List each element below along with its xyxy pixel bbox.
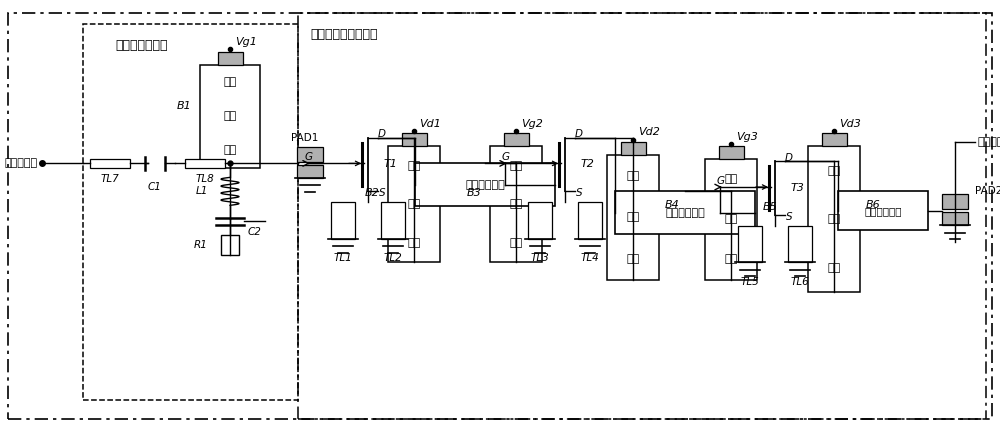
- Text: 级间匹配电路: 级间匹配电路: [665, 208, 705, 218]
- Text: Vd2: Vd2: [638, 127, 660, 138]
- FancyBboxPatch shape: [607, 155, 659, 280]
- Text: S: S: [786, 212, 792, 222]
- Text: 电路: 电路: [407, 238, 421, 248]
- Text: 偏置: 偏置: [827, 214, 841, 224]
- Text: TL4: TL4: [581, 253, 599, 263]
- FancyBboxPatch shape: [808, 146, 860, 292]
- FancyBboxPatch shape: [490, 146, 542, 262]
- FancyBboxPatch shape: [788, 226, 812, 262]
- Text: T3: T3: [791, 183, 805, 193]
- Text: 栅极: 栅极: [509, 160, 523, 171]
- Text: PAD2: PAD2: [975, 186, 1000, 197]
- Text: 电路: 电路: [827, 263, 841, 273]
- Text: TL3: TL3: [531, 253, 549, 263]
- Text: 电路: 电路: [626, 254, 640, 264]
- Text: 栅极: 栅极: [223, 77, 237, 87]
- FancyBboxPatch shape: [297, 147, 323, 162]
- Text: TL5: TL5: [741, 276, 759, 287]
- Text: 级间匹配电路: 级间匹配电路: [465, 180, 505, 190]
- Text: Vd3: Vd3: [839, 119, 861, 129]
- Text: TL8: TL8: [196, 174, 214, 184]
- FancyBboxPatch shape: [388, 146, 440, 262]
- Text: 电路: 电路: [724, 255, 738, 264]
- Text: G: G: [717, 175, 725, 186]
- Text: T2: T2: [581, 160, 595, 169]
- FancyBboxPatch shape: [402, 133, 427, 146]
- Text: L1: L1: [196, 186, 208, 197]
- FancyBboxPatch shape: [200, 64, 260, 168]
- Text: 信号输出端: 信号输出端: [978, 137, 1000, 147]
- Text: 漏极: 漏极: [407, 160, 421, 171]
- Text: G: G: [305, 152, 313, 162]
- FancyBboxPatch shape: [415, 163, 555, 206]
- Bar: [298, 13, 986, 419]
- Text: Vg3: Vg3: [736, 132, 758, 142]
- FancyBboxPatch shape: [822, 133, 847, 146]
- FancyBboxPatch shape: [185, 159, 225, 168]
- Text: R1: R1: [194, 240, 208, 250]
- Text: B6: B6: [866, 200, 880, 210]
- FancyBboxPatch shape: [504, 133, 529, 146]
- Text: 信号输入端: 信号输入端: [5, 158, 38, 169]
- FancyBboxPatch shape: [218, 52, 242, 64]
- Text: 偏置: 偏置: [626, 212, 640, 222]
- Text: 偏置: 偏置: [407, 199, 421, 209]
- Text: D: D: [378, 129, 386, 139]
- Text: 电路: 电路: [509, 238, 523, 248]
- FancyBboxPatch shape: [838, 191, 928, 230]
- Text: B3: B3: [467, 187, 481, 198]
- FancyBboxPatch shape: [705, 159, 757, 280]
- Text: S: S: [576, 188, 582, 199]
- Text: 偏置: 偏置: [724, 214, 738, 224]
- Text: 输出匹配电路: 输出匹配电路: [864, 206, 902, 216]
- Text: TL2: TL2: [384, 253, 402, 263]
- FancyBboxPatch shape: [738, 226, 762, 262]
- FancyBboxPatch shape: [718, 146, 744, 159]
- FancyBboxPatch shape: [90, 159, 130, 168]
- FancyBboxPatch shape: [620, 142, 646, 155]
- Text: 漏极: 漏极: [626, 171, 640, 181]
- FancyBboxPatch shape: [942, 212, 968, 225]
- FancyBboxPatch shape: [297, 165, 323, 178]
- Text: 电路: 电路: [223, 145, 237, 156]
- Text: S: S: [379, 188, 385, 199]
- Text: TL1: TL1: [334, 253, 352, 263]
- FancyBboxPatch shape: [578, 202, 602, 239]
- Text: Vg1: Vg1: [235, 37, 257, 47]
- Text: B4: B4: [665, 200, 679, 210]
- Text: TL6: TL6: [791, 276, 809, 287]
- FancyBboxPatch shape: [331, 202, 355, 239]
- Text: 单片低噪声放大电路: 单片低噪声放大电路: [310, 28, 378, 41]
- Text: Vd1: Vd1: [419, 119, 441, 129]
- Text: D: D: [575, 129, 583, 139]
- FancyBboxPatch shape: [615, 191, 755, 234]
- FancyBboxPatch shape: [528, 202, 552, 239]
- Text: B2: B2: [365, 187, 379, 198]
- Text: T1: T1: [384, 160, 398, 169]
- Text: B1: B1: [177, 101, 191, 111]
- FancyBboxPatch shape: [221, 236, 239, 255]
- FancyBboxPatch shape: [381, 202, 405, 239]
- Text: 偏置: 偏置: [509, 199, 523, 209]
- FancyBboxPatch shape: [942, 194, 968, 209]
- Text: PAD1: PAD1: [291, 132, 319, 143]
- Text: D: D: [785, 153, 793, 163]
- Text: 输入端匹配电路: 输入端匹配电路: [115, 39, 168, 52]
- Text: 栅极: 栅极: [724, 174, 738, 184]
- Text: G: G: [502, 152, 510, 162]
- Text: TL7: TL7: [101, 174, 119, 184]
- Text: B5: B5: [763, 202, 777, 212]
- Text: 偏置: 偏置: [223, 111, 237, 121]
- Text: 漏极: 漏极: [827, 166, 841, 175]
- Bar: [83, 24, 298, 400]
- Text: Vg2: Vg2: [521, 119, 543, 129]
- Text: C1: C1: [148, 182, 162, 192]
- Text: C2: C2: [248, 227, 262, 237]
